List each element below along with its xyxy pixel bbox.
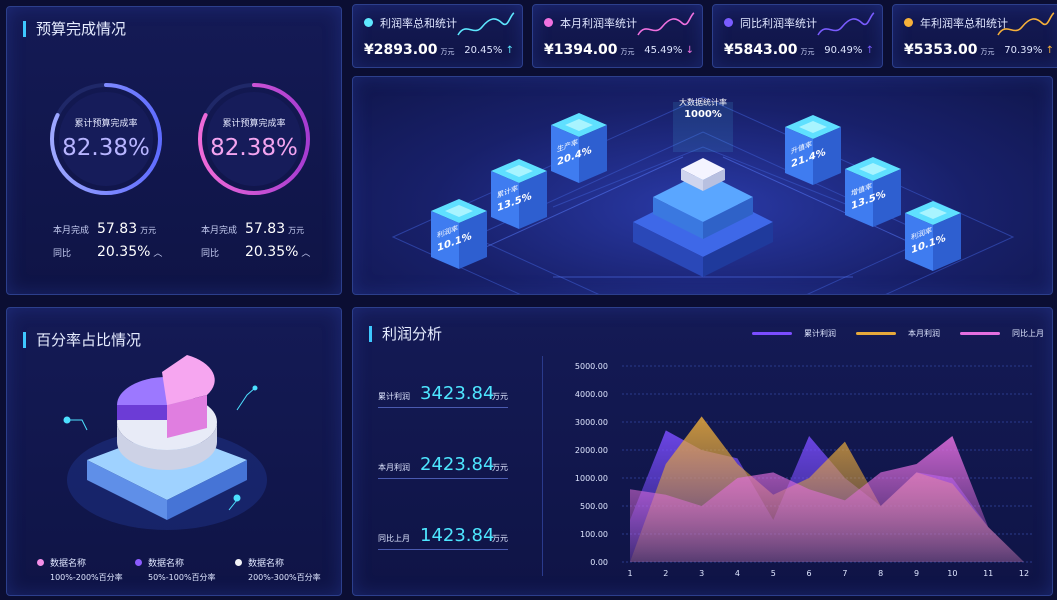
trend-arrow-icon: ↓ [685, 45, 694, 56]
iso-block: 增值率 13.5% [845, 149, 901, 229]
sparkline-icon [997, 12, 1055, 36]
status-dot [364, 18, 373, 27]
profit-row: 同比上月 1423.84 万元 [378, 525, 508, 550]
sparkline-icon [817, 12, 875, 36]
status-dot [724, 18, 733, 27]
stat-percent: 45.49% ↓ [644, 45, 694, 56]
profit-title: 利润分析 [369, 326, 442, 342]
chevron-up-icon: ︿ [301, 249, 311, 259]
stat-value: ¥1394.00 万元 [544, 42, 635, 58]
pie-3d-illustration [63, 355, 267, 530]
percent-panel: 百分率占比情况 数据名称 100%-200%百分率 数据名称 50%-100%百分率数… [6, 307, 342, 596]
stat-label: 本月利润率统计 [560, 17, 637, 30]
y-tick-label: 5000.00 [575, 362, 608, 371]
x-tick-label: 1 [627, 569, 632, 578]
gauge-2-yoy: 同比 20.35% ︿ [201, 244, 311, 260]
gauge-label-2: 累计预算完成率 [222, 119, 286, 129]
trend-arrow-icon: ↑ [1045, 45, 1054, 56]
gauge-1-month: 本月完成 57.83 万元 [53, 221, 157, 237]
gauge-value-2: 82.38% [210, 135, 298, 161]
trend-arrow-icon: ↑ [865, 45, 874, 56]
stat-card-1: 利润率总和统计 ¥2893.00 万元 20.45% ↑ [352, 4, 523, 68]
y-tick-label: 4000.00 [575, 390, 608, 399]
iso-block: 升值率 21.4% [785, 107, 841, 187]
iso-block: 利润率 10.1% [431, 191, 487, 271]
budget-panel: 预算完成情况 累计预算完成率 82.38% 累计预算完成率 82.38% 本月完… [6, 6, 342, 295]
profit-area-chart: 5000.00 4000.00 3000.00 2000.00 1000.00 500.0… [575, 362, 1032, 578]
sparkline-icon [457, 12, 515, 36]
x-tick-label: 8 [878, 569, 883, 578]
trend-arrow-icon: ↑ [505, 45, 514, 56]
y-tick-label: 500.00 [580, 502, 608, 511]
legend-item: 数据名称 100%-200%百分率 [37, 556, 123, 583]
y-tick-label: 100.00 [580, 530, 608, 539]
sparkline-icon [637, 12, 695, 36]
center-block [633, 102, 773, 277]
x-tick-label: 2 [663, 569, 668, 578]
chart-legend-item: 累计利润 [752, 328, 836, 339]
x-tick-label: 6 [807, 569, 812, 578]
gauge-value-1: 82.38% [62, 135, 150, 161]
percent-title: 百分率占比情况 [23, 332, 141, 348]
stat-label: 利润率总和统计 [380, 17, 457, 30]
x-tick-label: 7 [842, 569, 847, 578]
x-tick-label: 5 [771, 569, 776, 578]
x-tick-label: 9 [914, 569, 919, 578]
chevron-up-icon: ︿ [153, 249, 163, 259]
stat-value: ¥5353.00 万元 [904, 42, 995, 58]
gauge-label-1: 累计预算完成率 [74, 119, 138, 129]
legend-item: 数据名称 50%-100%百分率 [135, 556, 216, 583]
legend-dot [235, 559, 242, 566]
gauge-ring-1 [50, 83, 162, 195]
center-value: 1000% [684, 109, 722, 120]
stat-card-2: 本月利润率统计 ¥1394.00 万元 45.49% ↓ [532, 4, 703, 68]
iso-block: 利润率 10.1% [905, 193, 961, 273]
gauge-1-yoy: 同比 20.35% ︿ [53, 244, 163, 260]
stat-label: 同比利润率统计 [740, 17, 817, 30]
gauge-2-month: 本月完成 57.83 万元 [201, 221, 305, 237]
iso-block: 生产率 20.4% [551, 105, 607, 185]
iso-panel: 大数据统计率 1000% 利润率 10.1% 累计率 13.5% 生产率 20.4% 升值率… [352, 76, 1053, 295]
status-dot [544, 18, 553, 27]
stat-value: ¥5843.00 万元 [724, 42, 815, 58]
y-tick-label: 0.00 [590, 558, 608, 567]
stat-label: 年利润率总和统计 [920, 17, 1008, 30]
stat-card-4: 年利润率总和统计 ¥5353.00 万元 70.39% ↑ [892, 4, 1057, 68]
chart-legend-item: 同比上月 [960, 328, 1044, 339]
chart-legend-item: 本月利润 [856, 328, 940, 339]
stat-card-3: 同比利润率统计 ¥5843.00 万元 90.49% ↑ [712, 4, 883, 68]
divider [542, 356, 543, 576]
profit-row: 本月利润 2423.84 万元 [378, 454, 508, 479]
profit-row: 累计利润 3423.84 万元 [378, 383, 508, 408]
legend-dot [135, 559, 142, 566]
y-tick-label: 3000.00 [575, 418, 608, 427]
center-label: 大数据统计率 [679, 98, 727, 107]
iso-block: 累计率 13.5% [491, 151, 547, 231]
budget-title: 预算完成情况 [23, 21, 126, 37]
x-tick-label: 4 [735, 569, 740, 578]
y-tick-label: 1000.00 [575, 474, 608, 483]
gauge-ring-2 [198, 83, 310, 195]
stat-value: ¥2893.00 万元 [364, 42, 455, 58]
iso-illustration [391, 96, 1015, 294]
legend-dot [37, 559, 44, 566]
legend-item: 数据名称 200%-300%百分率 [235, 556, 321, 583]
stat-percent: 70.39% ↑ [1004, 45, 1054, 56]
y-tick-label: 2000.00 [575, 446, 608, 455]
stat-percent: 90.49% ↑ [824, 45, 874, 56]
x-tick-label: 3 [699, 569, 704, 578]
area-series-3 [630, 436, 1024, 562]
x-tick-label: 12 [1019, 569, 1029, 578]
status-dot [904, 18, 913, 27]
stat-percent: 20.45% ↑ [464, 45, 514, 56]
x-tick-label: 10 [947, 569, 957, 578]
x-tick-label: 11 [983, 569, 993, 578]
